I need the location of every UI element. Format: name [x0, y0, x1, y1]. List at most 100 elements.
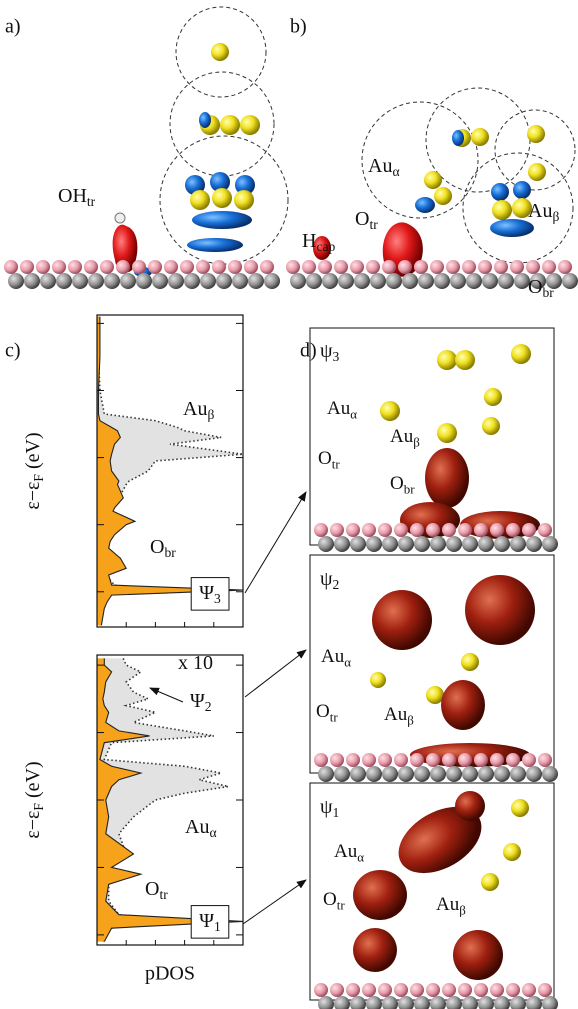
substrate-atom: [84, 260, 98, 274]
orbital-lobe: [372, 590, 432, 650]
substrate-atom: [100, 260, 114, 274]
gold-atom: [211, 43, 229, 61]
substrate-atom: [72, 273, 88, 289]
substrate-atom: [346, 523, 360, 537]
substrate-atom: [4, 260, 18, 274]
gold-atom: [234, 190, 254, 210]
gold-atom: [527, 125, 545, 143]
substrate-atom: [522, 523, 536, 537]
label-subscript: β: [459, 903, 466, 918]
substrate-atom: [366, 766, 382, 782]
substrate-atom: [510, 536, 526, 552]
substrate-atom: [260, 260, 274, 274]
panel-label: a): [5, 16, 21, 38]
label-main: ψ: [320, 340, 333, 362]
label-subscript: tr: [332, 457, 341, 472]
substrate-atom: [152, 273, 168, 289]
substrate-atom: [378, 753, 392, 767]
substrate-atom: [522, 753, 536, 767]
gold-atom: [484, 388, 502, 406]
gold-atom: [240, 115, 260, 135]
substrate-atom: [264, 273, 280, 289]
substrate-atom: [362, 983, 376, 997]
y-axis-label: ε−εF (eV): [22, 761, 47, 838]
gold-atom: [437, 350, 457, 370]
substrate-atom: [104, 273, 120, 289]
substrate-atom: [526, 260, 540, 274]
substrate-atom: [334, 536, 350, 552]
substrate-atom: [490, 523, 504, 537]
substrate-atom: [200, 273, 216, 289]
label-subscript: 1: [214, 919, 221, 934]
substrate-atom: [370, 273, 386, 289]
substrate-atom: [430, 536, 446, 552]
label-main: O: [355, 208, 369, 230]
substrate-atom: [350, 766, 366, 782]
gold-atom: [434, 187, 452, 205]
arrow: [150, 688, 183, 702]
label-main: Au: [528, 200, 552, 222]
substrate-atom: [350, 536, 366, 552]
substrate-atom: [366, 536, 382, 552]
substrate-atom: [398, 766, 414, 782]
label-main: Au: [384, 704, 408, 725]
label-main: ε−ε: [22, 811, 44, 839]
substrate-atom: [414, 260, 428, 274]
gold-atom: [471, 128, 489, 146]
substrate-atom: [478, 766, 494, 782]
label-main: Au: [334, 841, 358, 862]
orbital-lobe: [513, 181, 531, 199]
panel-label: b): [290, 16, 307, 38]
label-main: ψ: [320, 568, 333, 590]
substrate-atom: [88, 273, 104, 289]
substrate-atom: [382, 536, 398, 552]
label-main: Au: [390, 426, 414, 447]
gold-atom: [190, 190, 210, 210]
hydrogen-atom: [115, 213, 125, 223]
substrate-atom: [382, 766, 398, 782]
substrate-atom: [24, 273, 40, 289]
substrate-atom: [362, 523, 376, 537]
substrate-atom: [350, 260, 364, 274]
label-main: ψ: [320, 796, 333, 818]
gold-atom: [503, 843, 521, 861]
label-main: Ψ: [199, 582, 214, 604]
gold-atom: [511, 344, 531, 364]
label-subscript: tr: [337, 898, 346, 913]
substrate-atom: [164, 260, 178, 274]
label-subscript: α: [392, 164, 399, 179]
substrate-atom: [462, 260, 476, 274]
label-main: O: [528, 276, 542, 298]
orbital-lobe: [491, 183, 509, 201]
substrate-atom: [482, 273, 498, 289]
plot-area: [97, 658, 243, 941]
atom-label: OHtr: [58, 185, 96, 210]
substrate-atom: [136, 273, 152, 289]
arrow: [245, 492, 306, 593]
annotation: Ψ2: [190, 690, 212, 715]
y-axis-label: ε−εF (eV): [22, 432, 47, 509]
substrate-atom: [8, 273, 24, 289]
gold-atom: [370, 672, 386, 688]
substrate-atom: [434, 273, 450, 289]
substrate-atom: [116, 260, 130, 274]
substrate-atom: [542, 536, 558, 552]
substrate-atom: [330, 983, 344, 997]
substrate-atom: [510, 766, 526, 782]
substrate-atom: [394, 983, 408, 997]
label-main: OH: [58, 185, 87, 207]
label-subscript: α: [209, 825, 216, 840]
substrate-atom: [346, 753, 360, 767]
substrate-atom: [318, 766, 334, 782]
annotation: Obr: [150, 536, 176, 561]
label-main: H: [302, 230, 316, 252]
gold-atom: [528, 163, 546, 181]
substrate-atom: [410, 983, 424, 997]
label-main: ε−ε: [22, 482, 44, 510]
arrow: [245, 650, 306, 697]
substrate-atom: [446, 536, 462, 552]
label-subscript: α: [344, 655, 351, 670]
label-subscript: β: [552, 209, 559, 224]
label-main: Au: [327, 398, 351, 419]
gold-atom: [511, 799, 529, 817]
